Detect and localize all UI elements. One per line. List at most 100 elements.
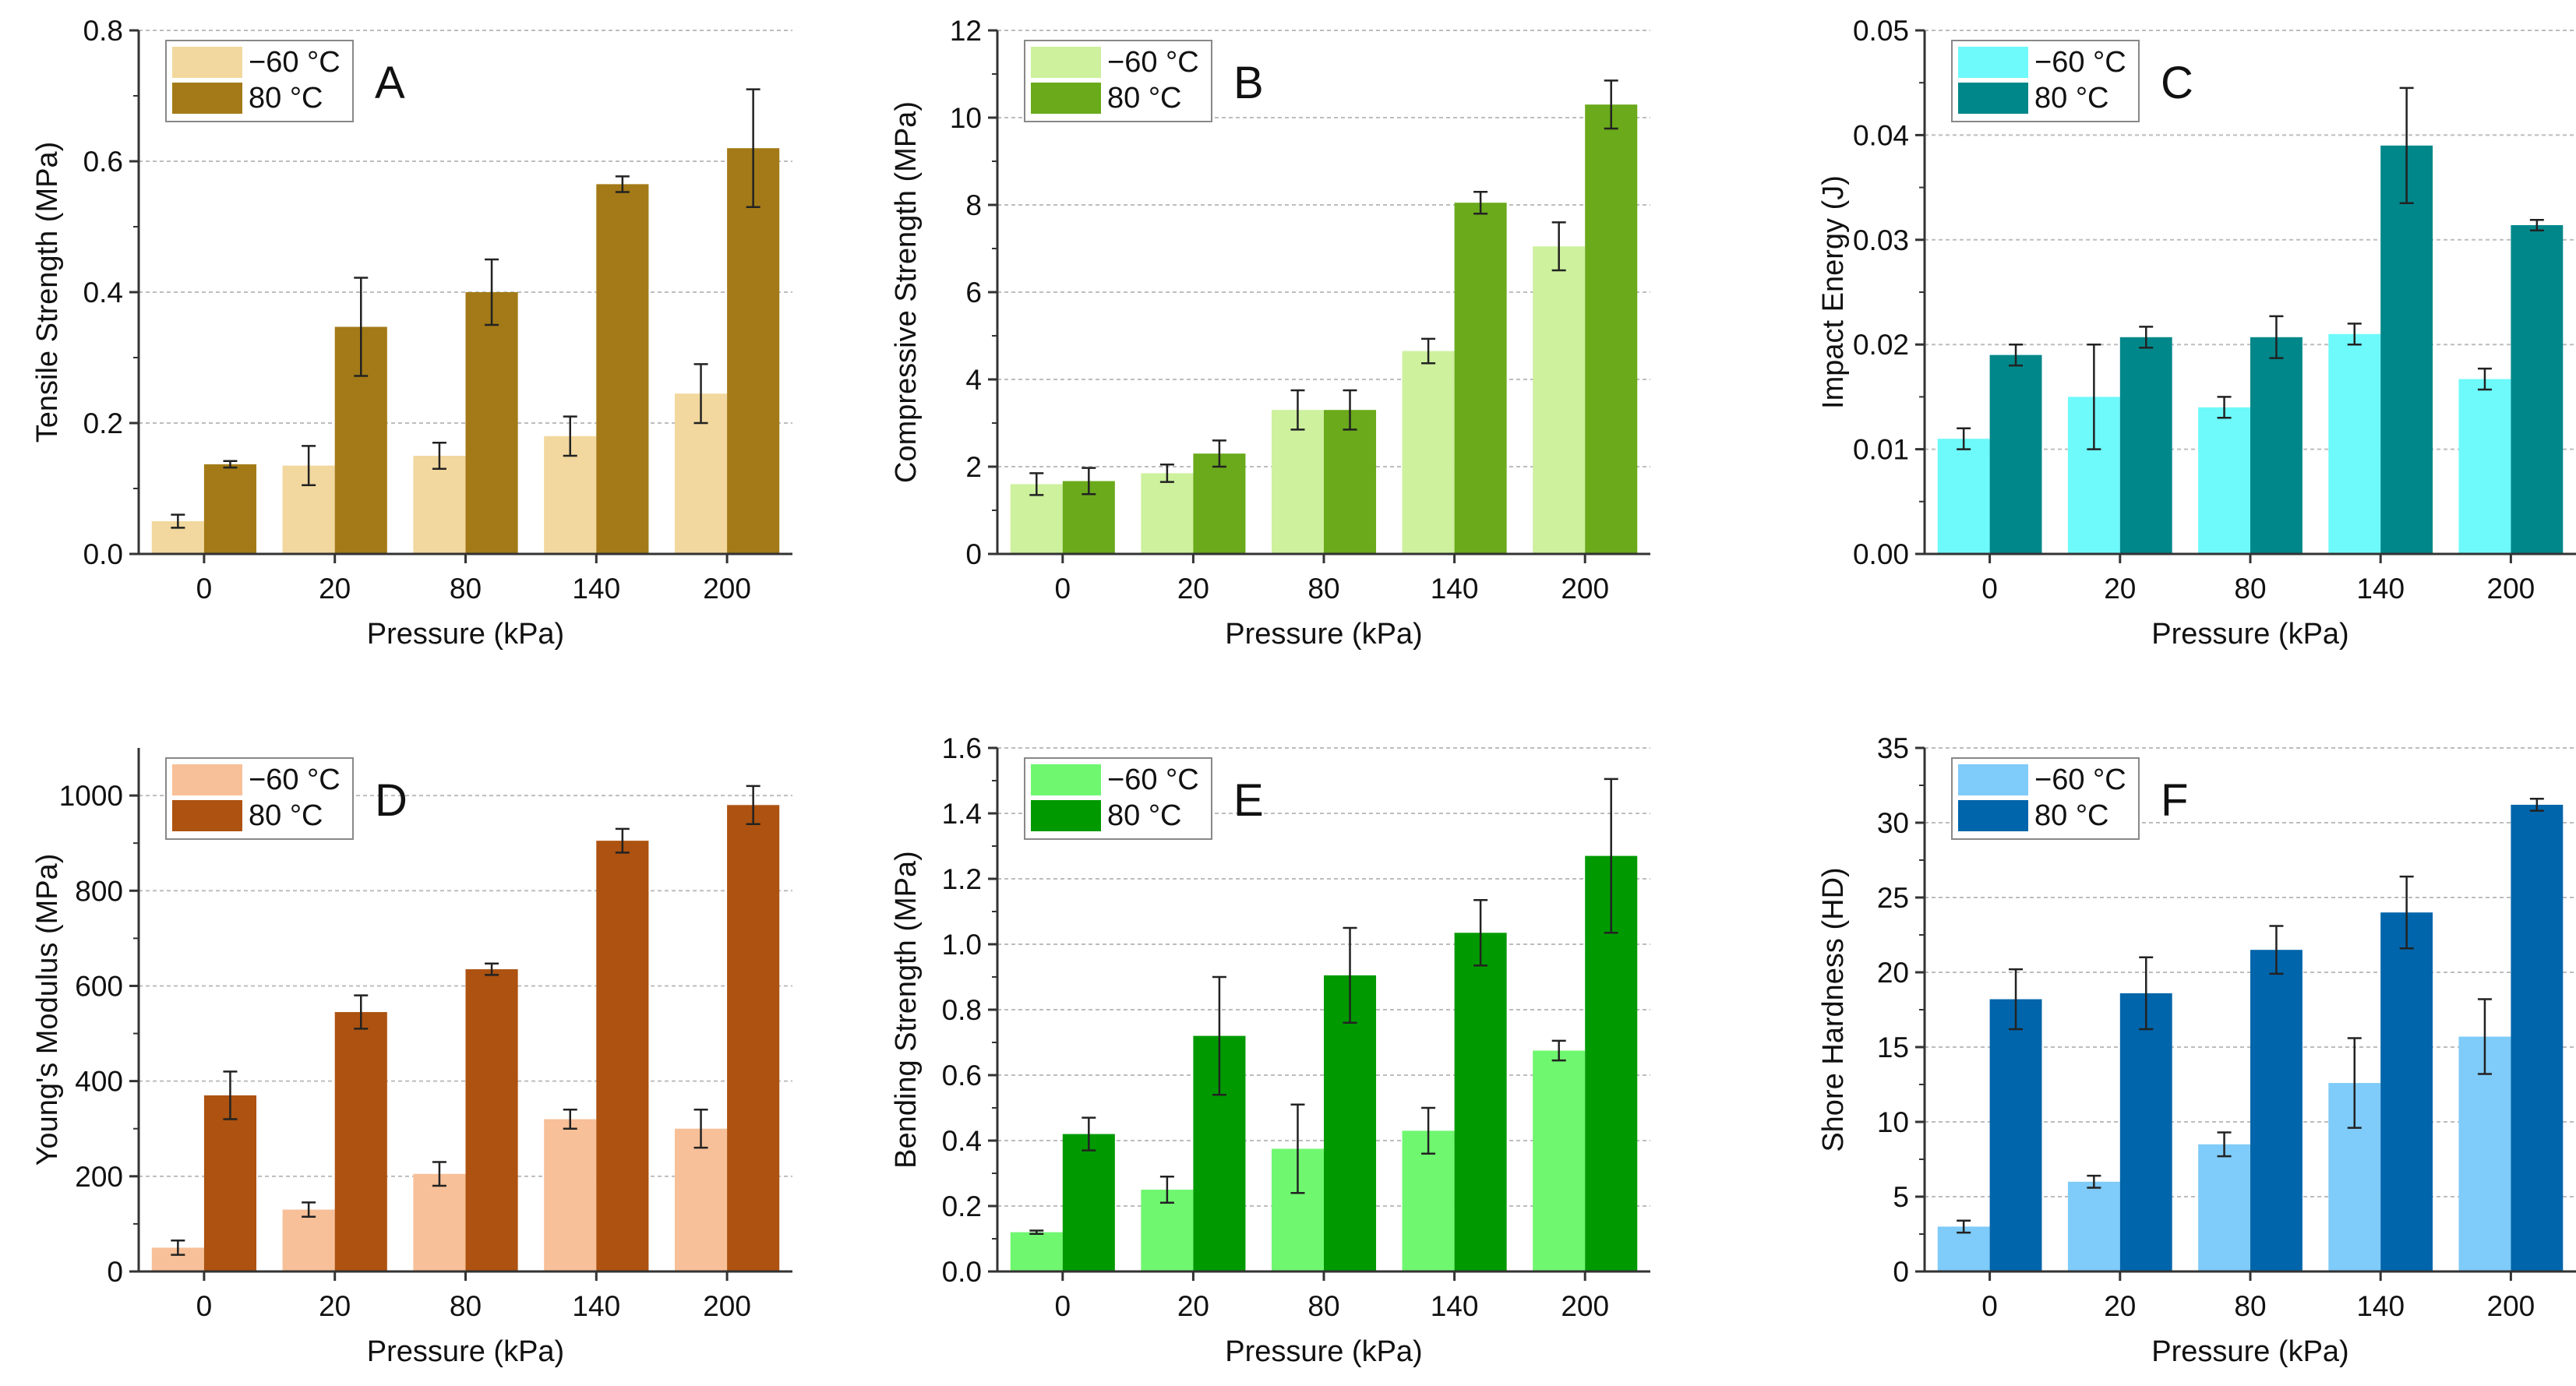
y-tick-label: 0.8 bbox=[83, 15, 123, 47]
legend-label: 80 °C bbox=[1107, 799, 1181, 832]
x-tick-label: 140 bbox=[1431, 573, 1479, 605]
y-tick-label: 15 bbox=[1877, 1032, 1909, 1063]
bar-F-80-80 bbox=[2250, 950, 2303, 1271]
legend: −60 °C80 °C bbox=[1951, 40, 2140, 122]
bar-B-80-80 bbox=[1324, 410, 1377, 554]
bar-D-80-140 bbox=[596, 841, 649, 1271]
y-tick-label: 1.0 bbox=[942, 929, 982, 961]
bar-A-80-140 bbox=[596, 184, 649, 554]
y-tick-label: 30 bbox=[1877, 807, 1909, 839]
bar-E-minus60-200 bbox=[1533, 1050, 1586, 1271]
y-tick-label: 20 bbox=[1877, 957, 1909, 989]
chart-panel-D: 0 200 400 600 800 1000 0 20 80 140 200 Pressure (kP… bbox=[31, 748, 792, 1368]
legend-label: 80 °C bbox=[2034, 799, 2108, 832]
bar-B-minus60-140 bbox=[1402, 351, 1455, 554]
y-tick-label: 400 bbox=[75, 1066, 123, 1098]
bar-A-80-80 bbox=[465, 292, 518, 554]
legend: −60 °C80 °C bbox=[165, 757, 354, 840]
bar-D-minus60-140 bbox=[544, 1119, 597, 1271]
x-tick-label: 200 bbox=[2487, 1290, 2535, 1322]
bar-E-80-80 bbox=[1324, 975, 1377, 1271]
bar-C-minus60-200 bbox=[2458, 379, 2511, 554]
y-tick-label: 0 bbox=[965, 538, 982, 570]
legend-label: 80 °C bbox=[249, 799, 323, 832]
bar-B-minus60-200 bbox=[1533, 246, 1586, 554]
bar-A-80-0 bbox=[203, 464, 257, 554]
bar-B-80-20 bbox=[1193, 453, 1246, 554]
y-axis-label: Tensile Strength (MPa) bbox=[31, 142, 64, 443]
y-tick-label: 12 bbox=[950, 15, 982, 47]
panel-letter: E bbox=[1233, 775, 1264, 826]
y-tick-label: 0.04 bbox=[1853, 119, 1909, 151]
y-tick-label: 10 bbox=[1877, 1106, 1909, 1138]
bar-C-80-200 bbox=[2511, 224, 2564, 554]
y-tick-label: 10 bbox=[950, 102, 982, 134]
y-tick-label: 0.03 bbox=[1853, 224, 1909, 256]
y-tick-label: 0.4 bbox=[83, 277, 123, 309]
bar-F-80-0 bbox=[1989, 999, 2042, 1271]
y-tick-label: 25 bbox=[1877, 882, 1909, 914]
x-axis-label: Pressure (kPa) bbox=[2151, 618, 2348, 651]
legend: −60 °C80 °C bbox=[1024, 40, 1212, 122]
bar-C-minus60-80 bbox=[2198, 407, 2250, 554]
bar-F-minus60-0 bbox=[1937, 1226, 1990, 1271]
bar-C-minus60-140 bbox=[2328, 333, 2381, 554]
x-tick-label: 0 bbox=[196, 573, 213, 605]
x-tick-label: 20 bbox=[319, 1290, 351, 1322]
x-tick-label: 80 bbox=[450, 1290, 482, 1322]
legend-swatch-80 bbox=[1958, 800, 2028, 831]
y-axis-label: Impact Energy (J) bbox=[1817, 175, 1850, 409]
x-tick-label: 20 bbox=[2104, 1290, 2136, 1322]
y-tick-label: 800 bbox=[75, 875, 123, 907]
legend-label: −60 °C bbox=[249, 46, 341, 79]
legend-swatch-80 bbox=[1031, 800, 1101, 831]
y-tick-label: 0.00 bbox=[1853, 538, 1909, 570]
x-axis-label: Pressure (kPa) bbox=[367, 618, 564, 651]
legend-swatch-minus60 bbox=[1031, 764, 1101, 795]
legend-swatch-80 bbox=[1958, 83, 2028, 114]
legend: −60 °C80 °C bbox=[1024, 757, 1212, 840]
x-tick-label: 20 bbox=[1177, 573, 1209, 605]
legend: −60 °C80 °C bbox=[165, 40, 354, 122]
bar-A-minus60-80 bbox=[413, 456, 466, 554]
x-tick-label: 0 bbox=[196, 1290, 213, 1322]
x-tick-label: 0 bbox=[1055, 573, 1071, 605]
legend-label: 80 °C bbox=[1107, 82, 1181, 115]
bar-F-80-140 bbox=[2380, 912, 2433, 1271]
y-tick-label: 0 bbox=[107, 1256, 123, 1288]
bar-A-80-200 bbox=[727, 148, 780, 554]
y-tick-label: 1.2 bbox=[942, 863, 982, 895]
legend-label: −60 °C bbox=[2034, 764, 2126, 796]
x-axis-label: Pressure (kPa) bbox=[1225, 1335, 1422, 1368]
y-axis-label: Compressive Strength (MPa) bbox=[890, 101, 923, 483]
x-tick-label: 140 bbox=[2356, 573, 2405, 605]
bar-D-80-200 bbox=[727, 805, 780, 1271]
legend-swatch-minus60 bbox=[172, 764, 242, 795]
y-tick-label: 0.2 bbox=[83, 407, 123, 439]
y-tick-label: 0.0 bbox=[942, 1256, 982, 1288]
panel-letter: F bbox=[2161, 775, 2188, 826]
y-tick-label: 6 bbox=[965, 277, 982, 309]
legend-label: 80 °C bbox=[249, 82, 323, 115]
y-axis-label: Young's Modulus (MPa) bbox=[31, 854, 64, 1166]
legend: −60 °C80 °C bbox=[1951, 757, 2140, 840]
bar-F-80-200 bbox=[2511, 804, 2564, 1271]
bar-C-80-0 bbox=[1989, 354, 2042, 554]
chart-panel-E: 0.0 0.2 0.4 0.6 0.8 1.0 1.2 1.4 1.6 0 20 80 140 200 Pr… bbox=[890, 732, 1650, 1368]
bar-B-80-200 bbox=[1585, 104, 1638, 554]
legend-label: −60 °C bbox=[2034, 46, 2126, 79]
bar-D-minus60-20 bbox=[282, 1209, 335, 1271]
legend-swatch-minus60 bbox=[172, 47, 242, 78]
chart-panel-B: 0 2 4 6 8 10 12 0 20 80 140 200 Pressure (kPa) Compre… bbox=[890, 15, 1650, 651]
x-tick-label: 200 bbox=[1561, 573, 1609, 605]
x-tick-label: 200 bbox=[703, 573, 751, 605]
x-tick-label: 20 bbox=[2104, 573, 2136, 605]
bar-D-80-20 bbox=[334, 1012, 387, 1271]
legend-swatch-minus60 bbox=[1958, 764, 2028, 795]
x-axis-label: Pressure (kPa) bbox=[367, 1335, 564, 1368]
bar-F-minus60-200 bbox=[2458, 1036, 2511, 1271]
y-tick-label: 2 bbox=[965, 451, 982, 483]
x-tick-label: 200 bbox=[1561, 1290, 1609, 1322]
legend-swatch-minus60 bbox=[1958, 47, 2028, 78]
